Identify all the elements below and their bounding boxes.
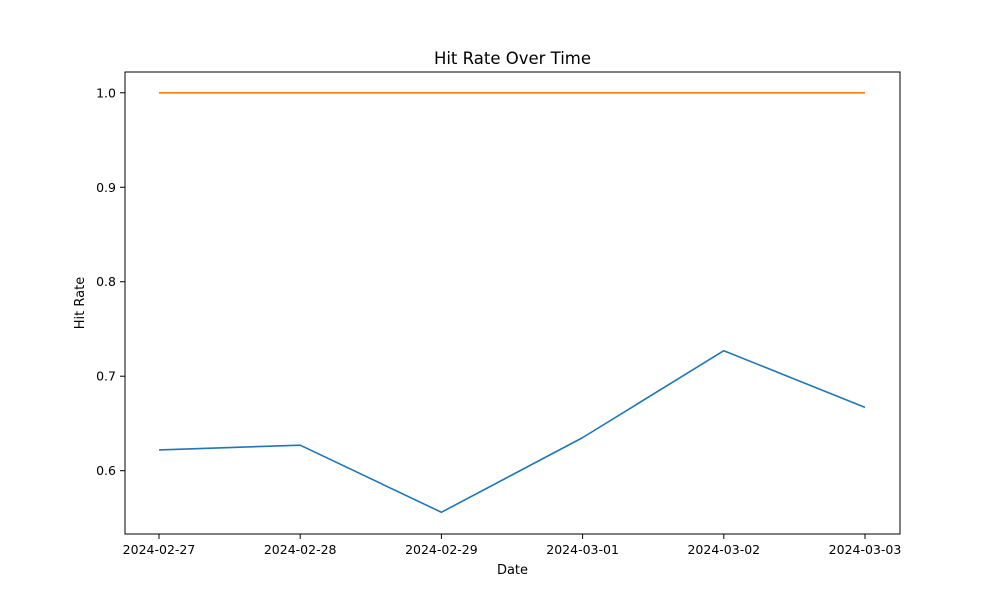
x-tick-label: 2024-02-27 xyxy=(123,542,196,557)
y-tick-label: 1.0 xyxy=(96,85,116,100)
y-tick-label: 0.6 xyxy=(96,463,116,478)
x-axis-label: Date xyxy=(497,563,528,578)
y-axis-label: Hit Rate xyxy=(73,277,88,329)
x-tick-label: 2024-03-03 xyxy=(829,542,902,557)
x-tick-label: 2024-03-02 xyxy=(687,542,760,557)
x-axis-ticks: 2024-02-27 2024-02-28 2024-02-29 2024-03-01… xyxy=(123,534,902,557)
y-tick-label: 0.8 xyxy=(96,274,116,289)
y-tick-label: 0.9 xyxy=(96,180,116,195)
x-tick-label: 2024-02-29 xyxy=(405,542,478,557)
series-line-1 xyxy=(158,349,866,514)
x-tick-label: 2024-03-01 xyxy=(546,542,619,557)
y-axis-ticks: 0.6 0.7 0.8 0.9 1.0 xyxy=(96,85,125,478)
plot-area-frame xyxy=(124,71,901,535)
y-tick-label: 0.7 xyxy=(96,369,116,384)
chart-title: Hit Rate Over Time xyxy=(434,49,591,68)
series-layer xyxy=(158,91,866,514)
x-tick-label: 2024-02-28 xyxy=(264,542,337,557)
